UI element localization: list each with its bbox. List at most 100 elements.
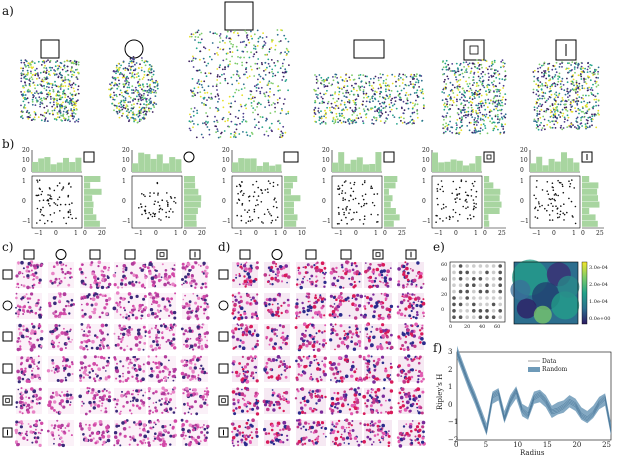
c-cell-4-4 [148,387,177,415]
d-cell-3-2 [295,355,327,383]
b-hist-right-bar-1-0 [184,176,195,182]
b-point-4-35 [443,204,445,206]
b-point-3-15 [345,207,347,209]
b-shape-4-inner-square-icon [487,155,491,159]
b-hist-top-bar-5-0 [530,163,536,172]
a-pointcloud-3 [313,73,425,125]
b-point-5-5 [571,179,573,181]
b-point-3-45 [353,191,355,193]
e-dot-2-4 [479,277,483,281]
e-heat-blob-5 [534,306,552,324]
e-dot-5-4 [479,296,483,300]
e-cbar-tick-3: 0.0e+00 [589,316,610,322]
b-point-4-56 [455,201,457,203]
b-hist-top-bar-5-3 [549,159,555,172]
b-hist-top-bar-1-7 [175,159,181,172]
e-heat-blob-3 [517,299,537,319]
b-point-1-42 [166,192,168,194]
f-xtick-0: 0 [454,441,458,449]
c-cell-0-0 [15,260,43,289]
b-point-4-45 [437,190,439,192]
b-point-2-63 [250,220,252,222]
c-cell-0-3 [113,261,148,288]
b-point-5-26 [562,184,564,186]
b-point-0-46 [40,211,42,213]
b-point-2-65 [248,220,250,222]
b-point-0-11 [36,179,38,181]
b-hist-right-bar-0-2 [84,189,102,195]
b-point-0-29 [61,189,63,191]
b-xhist-tick-0-0: 0 [83,230,87,237]
b-point-3-35 [344,199,346,201]
b-hist-right-bar-0-3 [84,195,92,201]
b-hist-right-bar-3-0 [384,176,397,182]
b-point-4-21 [467,218,469,220]
b-shape-4-square-icon [484,152,494,162]
c-cell-3-0 [16,355,42,383]
b-point-4-46 [452,216,454,218]
b-scatter-frame-5 [530,176,580,228]
d-cell-5-1 [263,420,291,446]
b-point-4-57 [459,214,461,216]
b-point-2-17 [277,216,279,218]
e-dot-6-4 [479,303,483,307]
b-point-1-0 [174,197,176,199]
b-point-5-40 [563,203,565,205]
b-point-5-63 [557,180,559,182]
b-point-3-54 [345,192,347,194]
b-point-4-67 [436,188,438,190]
b-hist-right-bar-3-6 [384,214,400,220]
c-cell-3-3 [113,356,146,383]
b-point-2-47 [256,199,258,201]
b-point-0-60 [42,207,44,209]
b-xscat-tick-2-2: 1 [274,230,278,237]
b-point-1-64 [169,211,171,213]
b-hist-right-bar-4-7 [484,221,489,227]
b-point-2-34 [254,191,256,193]
c-cell-0-5 [181,261,209,289]
e-dot-2-7 [498,277,502,281]
d-row-icon-3-square-icon [219,364,228,373]
b-point-3-62 [337,223,339,225]
d-cell-2-4 [364,322,394,350]
b-hist-right-bar-4-0 [484,176,489,182]
c-cell-2-1 [48,324,74,351]
b-point-5-66 [575,206,577,208]
b-point-3-57 [337,188,339,190]
b-point-4-2 [475,203,477,205]
b-point-5-68 [537,217,539,219]
b-point-0-58 [70,214,72,216]
b-shape-3-square-icon [384,152,394,162]
b-point-0-15 [51,221,53,223]
d-row-icon-4-inner-square-icon [222,399,226,403]
b-point-2-13 [257,187,259,189]
b-point-3-50 [341,219,343,221]
b-point-0-22 [43,199,45,201]
b-point-5-35 [554,194,556,196]
b-point-0-48 [41,214,43,216]
f-ylabel: Ripley's H [436,362,446,422]
d-cell-4-3 [329,387,362,416]
b-yhist-tick-4-2: 0 [422,167,426,174]
b-point-1-11 [149,195,151,197]
b-point-1-23 [168,217,170,219]
b-point-3-66 [353,212,355,214]
e-dot-3-4 [479,283,483,287]
b-hist-right-bar-5-4 [582,202,599,208]
b-yhist-tick-2-1: 10 [222,157,230,164]
b-hist-top-bar-3-2 [344,164,350,172]
a-pointcloud-5 [532,61,600,131]
b-point-2-3 [254,209,256,211]
f-ytick-4: −1 [448,418,458,426]
b-point-5-38 [539,206,541,208]
b-point-4-17 [436,198,438,200]
b-yscat-tick-1-2: −1 [122,218,131,225]
b-yscat-tick-0-1: 0 [22,198,26,205]
b-xhist-tick-0-1: 20 [98,230,106,237]
e-dot-5-7 [498,296,502,300]
a-shape-1-circle-icon [125,40,143,58]
b-yscat-tick-4-2: −1 [422,218,431,225]
e-dot-0-2 [465,264,469,268]
d-cell-4-1 [263,388,290,414]
b-point-5-67 [546,210,548,212]
